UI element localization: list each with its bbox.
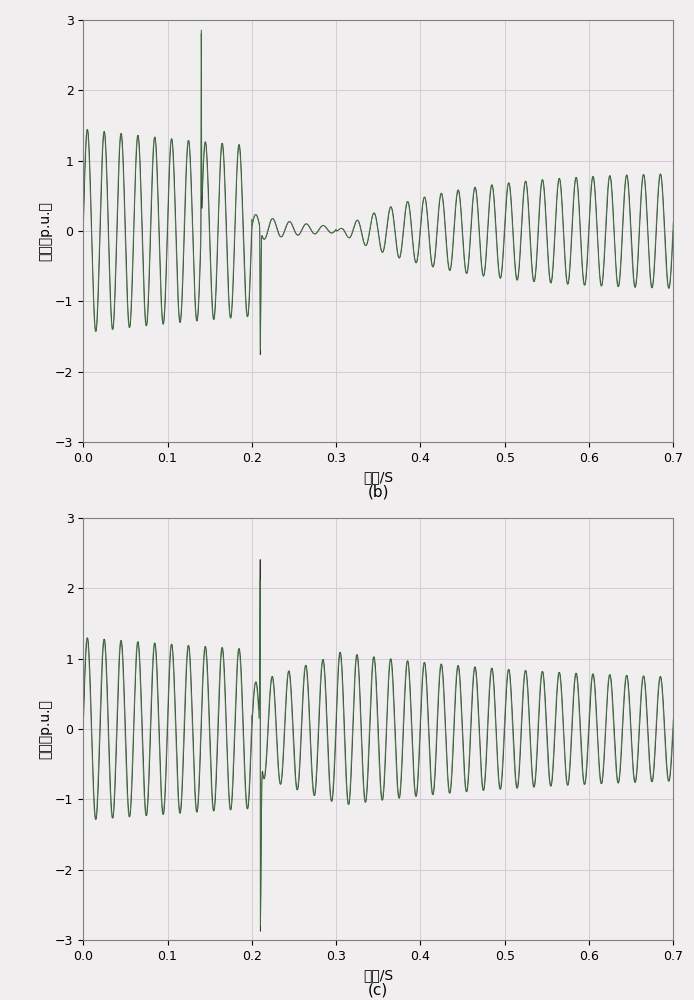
X-axis label: 时间/S: 时间/S (363, 470, 393, 484)
X-axis label: 时间/S: 时间/S (363, 968, 393, 982)
Y-axis label: 幅値（p.u.）: 幅値（p.u.） (38, 201, 53, 261)
Text: (c): (c) (368, 982, 389, 997)
Text: (b): (b) (368, 484, 389, 499)
Y-axis label: 幅値（p.u.）: 幅値（p.u.） (38, 699, 53, 759)
